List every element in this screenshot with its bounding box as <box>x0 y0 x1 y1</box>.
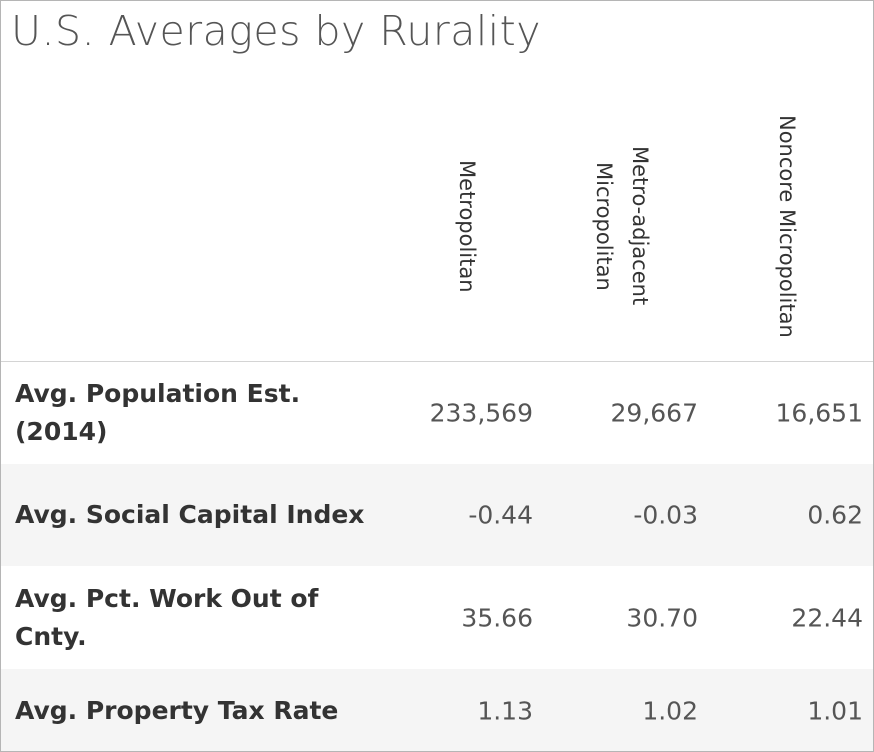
row-label: Avg. Property Tax Rate <box>15 696 339 725</box>
cell-value: 1.02 <box>642 696 698 726</box>
cell-value: 30.70 <box>626 603 698 632</box>
cell-value: 29,667 <box>610 398 698 428</box>
cell-value: 22.44 <box>791 603 863 632</box>
cell-value: -0.03 <box>633 500 698 530</box>
cell-value: 0.62 <box>807 500 863 530</box>
cell-value: 16,651 <box>775 398 863 428</box>
cell-value: 233,569 <box>429 398 533 428</box>
cell-value: 1.13 <box>477 696 533 726</box>
row-label: Avg. Pct. Work Out of Cnty. <box>15 583 319 651</box>
cell-value: -0.44 <box>468 500 533 530</box>
cell-value: 35.66 <box>461 603 533 632</box>
row-label: Avg. Social Capital Index <box>15 500 365 529</box>
table-row: Avg. Property Tax Rate 1.13 1.02 1.01 <box>1 669 873 751</box>
row-label: Avg. Population Est. (2014) <box>15 379 301 446</box>
title: U.S. Averages by Rurality <box>11 7 542 55</box>
column-header: Metro-adjacent Micropolitan <box>592 146 652 306</box>
column-header: Metropolitan <box>455 159 479 293</box>
header: Metropolitan Metro-adjacent Micropolitan N… <box>1 1 873 362</box>
column-header: Noncore Micropolitan <box>775 114 799 338</box>
cell-value: 1.01 <box>807 696 863 726</box>
table-row: Avg. Pct. Work Out of Cnty. 35.66 30.70 22.… <box>1 566 873 669</box>
table-row: Avg. Social Capital Index -0.44 -0.03 0.62 <box>1 464 873 566</box>
table-row: Avg. Population Est. (2014) 233,569 29,667… <box>1 362 873 464</box>
